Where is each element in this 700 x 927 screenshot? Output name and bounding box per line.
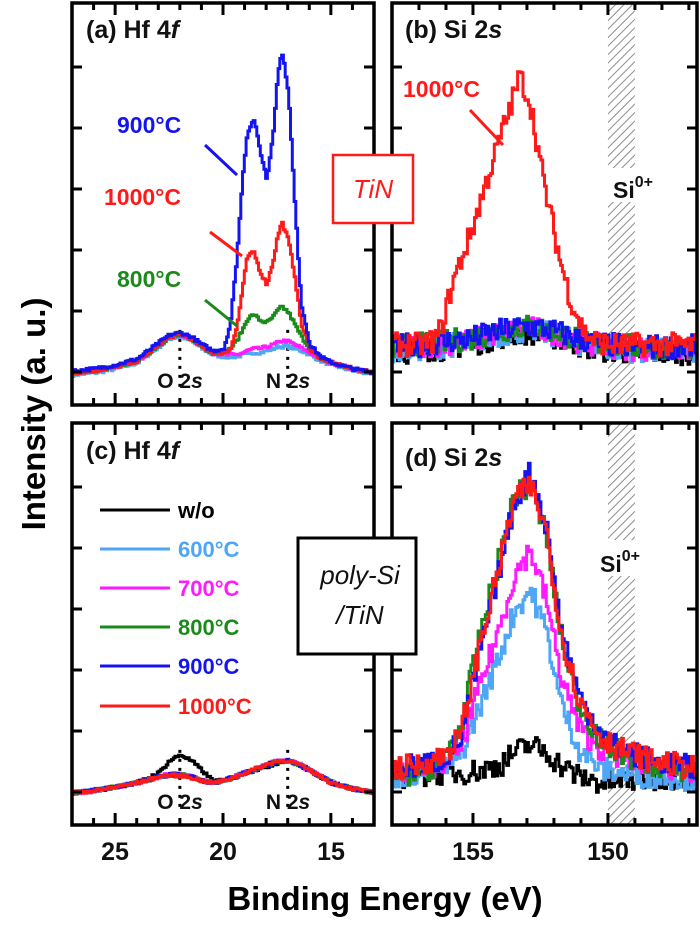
si0-label-bg-b	[604, 168, 640, 202]
x-tick-label-25: 25	[101, 838, 129, 866]
series-line-a-1000C	[72, 220, 374, 376]
legend-label: 900°C	[178, 654, 240, 679]
y-axis-label: Intensity (a. u.)	[15, 298, 52, 531]
peak-label-o2s-c: O 2s	[157, 791, 203, 814]
annotation-b-1000c: 1000°C	[403, 76, 480, 102]
leader-line-b-1000c	[468, 108, 505, 147]
si0-label-d: Si0+	[600, 548, 640, 577]
x-tick-label-20: 20	[209, 838, 237, 866]
legend-label: w/o	[177, 498, 215, 523]
series-line-d-1000C	[392, 475, 697, 781]
x-tick-label-150: 150	[587, 838, 629, 866]
leader-line-1000c	[209, 230, 243, 258]
sample-label-box-polysi	[296, 536, 418, 656]
x-axis-label: Binding Energy (eV)	[227, 880, 542, 917]
leader-line-900c	[203, 143, 239, 177]
series-line-c-1000C	[72, 758, 374, 795]
sample-label-polysi-line1: poly-Si	[319, 560, 401, 590]
legend-item-700c: 700°C	[100, 576, 240, 601]
series-line-a-900C	[72, 53, 374, 376]
legend-item-1000c: 1000°C	[100, 694, 252, 719]
x-tick-label-155: 155	[452, 838, 494, 866]
series-line-a-600C	[72, 335, 374, 378]
peak-label-n2s-a: N 2s	[266, 370, 310, 393]
series-line-b-1000C	[392, 70, 697, 358]
si0-label-b: Si0+	[613, 174, 653, 203]
legend-label: 800°C	[178, 615, 240, 640]
panel-c-label: (c) Hf 4f	[86, 437, 182, 465]
panel-a-curves	[72, 53, 374, 378]
panel-b-label: (b) Si 2s	[405, 16, 502, 44]
legend-item-600c: 600°C	[100, 537, 240, 562]
x-tick-label-15: 15	[317, 838, 345, 866]
legend-item-wo: w/o	[100, 498, 215, 523]
panel-d-curves	[392, 461, 697, 794]
sample-label-box-tin	[331, 153, 415, 225]
annotation-1000c: 1000°C	[104, 184, 181, 210]
legend: w/o 600°C 700°C 800°C 900°C 1000°C	[100, 498, 252, 719]
si0-label-bg-d	[602, 540, 638, 576]
leader-line-800c	[204, 298, 238, 328]
annotation-800c: 800°C	[117, 266, 181, 292]
annotation-900c: 900°C	[117, 112, 181, 138]
panel-b-curves	[392, 70, 697, 367]
peak-label-n2s-c: N 2s	[266, 791, 310, 814]
series-line-c-800C	[72, 758, 374, 796]
legend-label: 700°C	[178, 576, 240, 601]
sample-label-tin: TiN	[353, 174, 393, 204]
sample-label-polysi-line2: /TiN	[334, 600, 384, 630]
panel-a-label: (a) Hf 4f	[86, 16, 182, 44]
legend-label: 600°C	[178, 537, 240, 562]
legend-label: 1000°C	[178, 694, 252, 719]
panel-d-label: (d) Si 2s	[405, 444, 502, 472]
peak-label-o2s-a: O 2s	[157, 370, 203, 393]
panel-c-curves	[72, 753, 374, 796]
legend-item-800c: 800°C	[100, 615, 240, 640]
legend-item-900c: 900°C	[100, 654, 240, 679]
